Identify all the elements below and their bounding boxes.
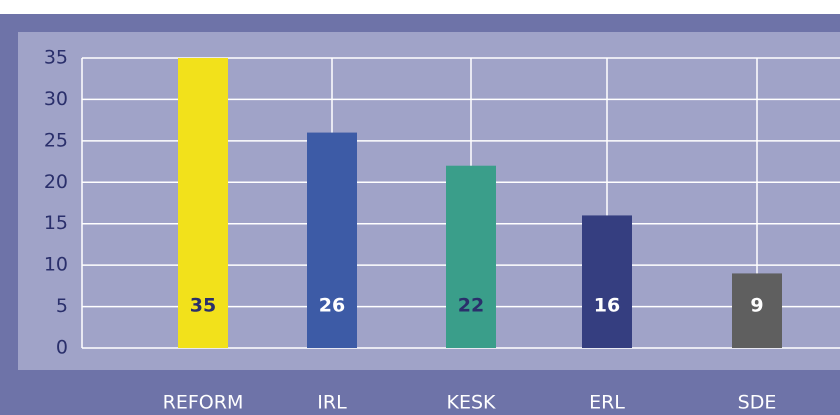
data-label: 16: [594, 295, 620, 317]
y-tick-label: 15: [44, 212, 68, 234]
x-tick-label: REFORM: [163, 392, 244, 414]
y-tick-label: 25: [44, 129, 68, 151]
data-label: 26: [319, 295, 345, 317]
x-tick-label: IRL: [317, 392, 347, 414]
x-tick-label: KESK: [447, 392, 497, 414]
data-label: 9: [750, 295, 763, 317]
bar: [732, 273, 782, 348]
data-label: 22: [458, 295, 484, 317]
bar: [582, 215, 632, 348]
y-tick-label: 20: [44, 171, 68, 193]
x-tick-label: SDE: [738, 392, 777, 414]
y-tick-label: 5: [56, 295, 68, 317]
y-tick-label: 30: [44, 88, 68, 110]
plot-panel: [18, 32, 840, 370]
data-label: 35: [190, 295, 216, 317]
y-tick-label: 10: [44, 254, 68, 276]
y-tick-label: 35: [44, 47, 68, 69]
bar: [178, 58, 228, 348]
y-tick-label: 0: [56, 337, 68, 359]
bar: [446, 165, 496, 348]
bar: [307, 132, 357, 348]
x-tick-label: ERL: [589, 392, 625, 414]
